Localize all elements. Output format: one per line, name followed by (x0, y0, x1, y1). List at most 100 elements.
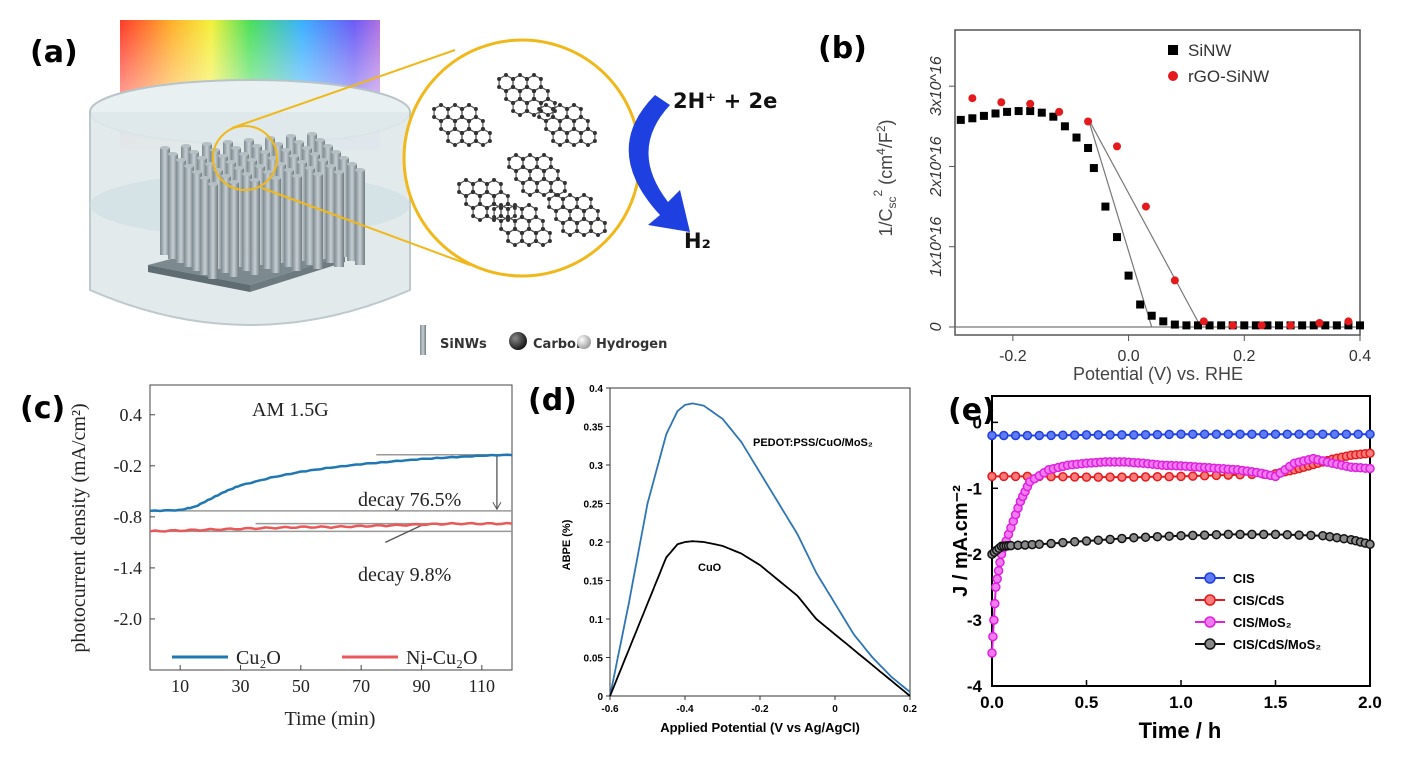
data-point-sinw (1101, 202, 1110, 211)
carbon-atom (487, 131, 492, 135)
schematic-legend: SiNWs Carbon Hydrogen (420, 325, 667, 355)
carbon-atom (492, 202, 497, 206)
nanowire-top (247, 158, 257, 162)
carbon-atom (551, 131, 556, 135)
x-tick-label: -0.2 (999, 348, 1027, 365)
y-tick-label: 3x10^16 (928, 56, 945, 116)
x-tick-label: 50 (292, 676, 310, 696)
nanowire (292, 176, 302, 271)
y-axis-label: 1/Csc2 (cm4/F2) (871, 119, 899, 236)
data-point-cis-cds (1010, 471, 1021, 482)
carbon-atom (520, 207, 525, 211)
data-point-sinw (1060, 122, 1069, 131)
legend-label-cu2o: Cu₂O (236, 647, 281, 669)
carbon-atom (499, 206, 504, 210)
x-tick-label: 30 (232, 676, 250, 696)
carbon-atom (565, 131, 570, 135)
carbon-atom (446, 131, 451, 135)
data-point-sinw (1344, 321, 1353, 330)
carbon-atom (478, 218, 482, 222)
data-point-cis-cds-mos2 (1306, 530, 1316, 541)
carbon-atom (544, 127, 549, 131)
nanowire-top (292, 174, 302, 178)
carbon-atom (602, 229, 607, 233)
data-point-rgo-sinw (1170, 276, 1179, 285)
carbon-atom (485, 214, 490, 218)
data-point-cis (1318, 429, 1328, 439)
carbon-atom (547, 197, 552, 201)
data-point-cis (1117, 430, 1127, 440)
carbon-atom (527, 203, 531, 207)
nanowire-top (184, 164, 194, 168)
data-point-rgo-sinw (1286, 321, 1295, 330)
carbon-atom (467, 143, 471, 147)
carbon-atom (532, 89, 537, 93)
carbon-atom (596, 233, 600, 237)
carbon-atom (568, 217, 573, 221)
nanowire-top (268, 156, 278, 160)
data-point-cis (1176, 429, 1186, 439)
carbon-atom (558, 143, 562, 147)
legend-hydrogen: Hydrogen (596, 337, 667, 352)
nanowire-top (252, 144, 262, 148)
data-point-rgo-sinw (1315, 318, 1324, 327)
series-line-cis-mos2 (991, 457, 1371, 654)
carbon-atom (565, 115, 570, 119)
carbon-atom (592, 131, 597, 135)
carbon-atom (513, 227, 518, 231)
data-point-sinw (1217, 321, 1226, 330)
carbon-atom (535, 165, 540, 169)
nanowire-top (326, 164, 336, 168)
data-point-sinw (1240, 321, 1249, 330)
x-tick-label: -0.2 (751, 704, 769, 715)
carbon-atom (568, 209, 573, 213)
nanowire (221, 176, 231, 273)
data-point-cis-cds-mos2 (1223, 529, 1234, 540)
data-point-cis-cds (1117, 472, 1127, 482)
legend: Cu₂O Ni-Cu₂O (172, 647, 477, 669)
legend-marker-cis-cds-mos2 (1204, 638, 1216, 650)
carbon-atom (521, 165, 526, 169)
carbon-atom (507, 165, 512, 169)
nanowire-top (244, 138, 254, 142)
carbon-atom (532, 113, 536, 117)
panel-b-chart: -0.2 0.0 0.2 0.4 0 1x10^16 2x10^16 3x10^16 Pote… (871, 29, 1371, 384)
nanowire (347, 164, 357, 261)
carbon-atom (485, 206, 490, 210)
nanowire-top (255, 164, 265, 168)
carbon-atom (561, 205, 566, 209)
data-point-rgo-sinw (1113, 142, 1121, 151)
nanowire-top (181, 144, 191, 148)
carbon-atom (471, 214, 476, 218)
carbon-atom (547, 205, 552, 209)
x-tick-label: 0.2 (1233, 348, 1255, 365)
x-tick-label: -0.4 (676, 704, 694, 715)
x-tick-label: 0 (832, 704, 838, 715)
carbon-atom (506, 202, 510, 206)
nanowire-top (313, 172, 323, 176)
data-point-sinw (1205, 321, 1214, 330)
data-point-cis (1010, 430, 1021, 441)
nanowire-top (315, 138, 325, 142)
carbon-atom (561, 221, 566, 225)
carbon-atom (541, 243, 545, 247)
data-point-cis-mos2 (993, 565, 1004, 576)
data-point-cis-cds (1164, 471, 1174, 482)
data-point-sinw (1113, 233, 1121, 242)
carbon-atom (453, 103, 457, 107)
data-point-cis-mos2 (995, 557, 1005, 568)
data-point-cis (1353, 429, 1363, 439)
data-point-cis-cds-mos2 (1081, 536, 1092, 546)
carbon-atom (506, 218, 510, 222)
carbon-atom (549, 189, 554, 193)
legend-label-sinw: SiNW (1188, 41, 1231, 60)
carbon-atom (432, 115, 437, 119)
carbon-atom (525, 77, 530, 81)
panel-label-c: (c) (20, 391, 65, 426)
decay-annotation-1: decay 76.5% (358, 489, 461, 511)
nanowire (334, 172, 344, 267)
carbon-atom (504, 73, 508, 77)
legend-label-cis-cds-mos2: CIS/CdS/MoS₂ (1233, 637, 1321, 652)
series-line-pedot-cuo-mos2 (609, 402, 911, 697)
data-point-cis (1211, 429, 1222, 439)
